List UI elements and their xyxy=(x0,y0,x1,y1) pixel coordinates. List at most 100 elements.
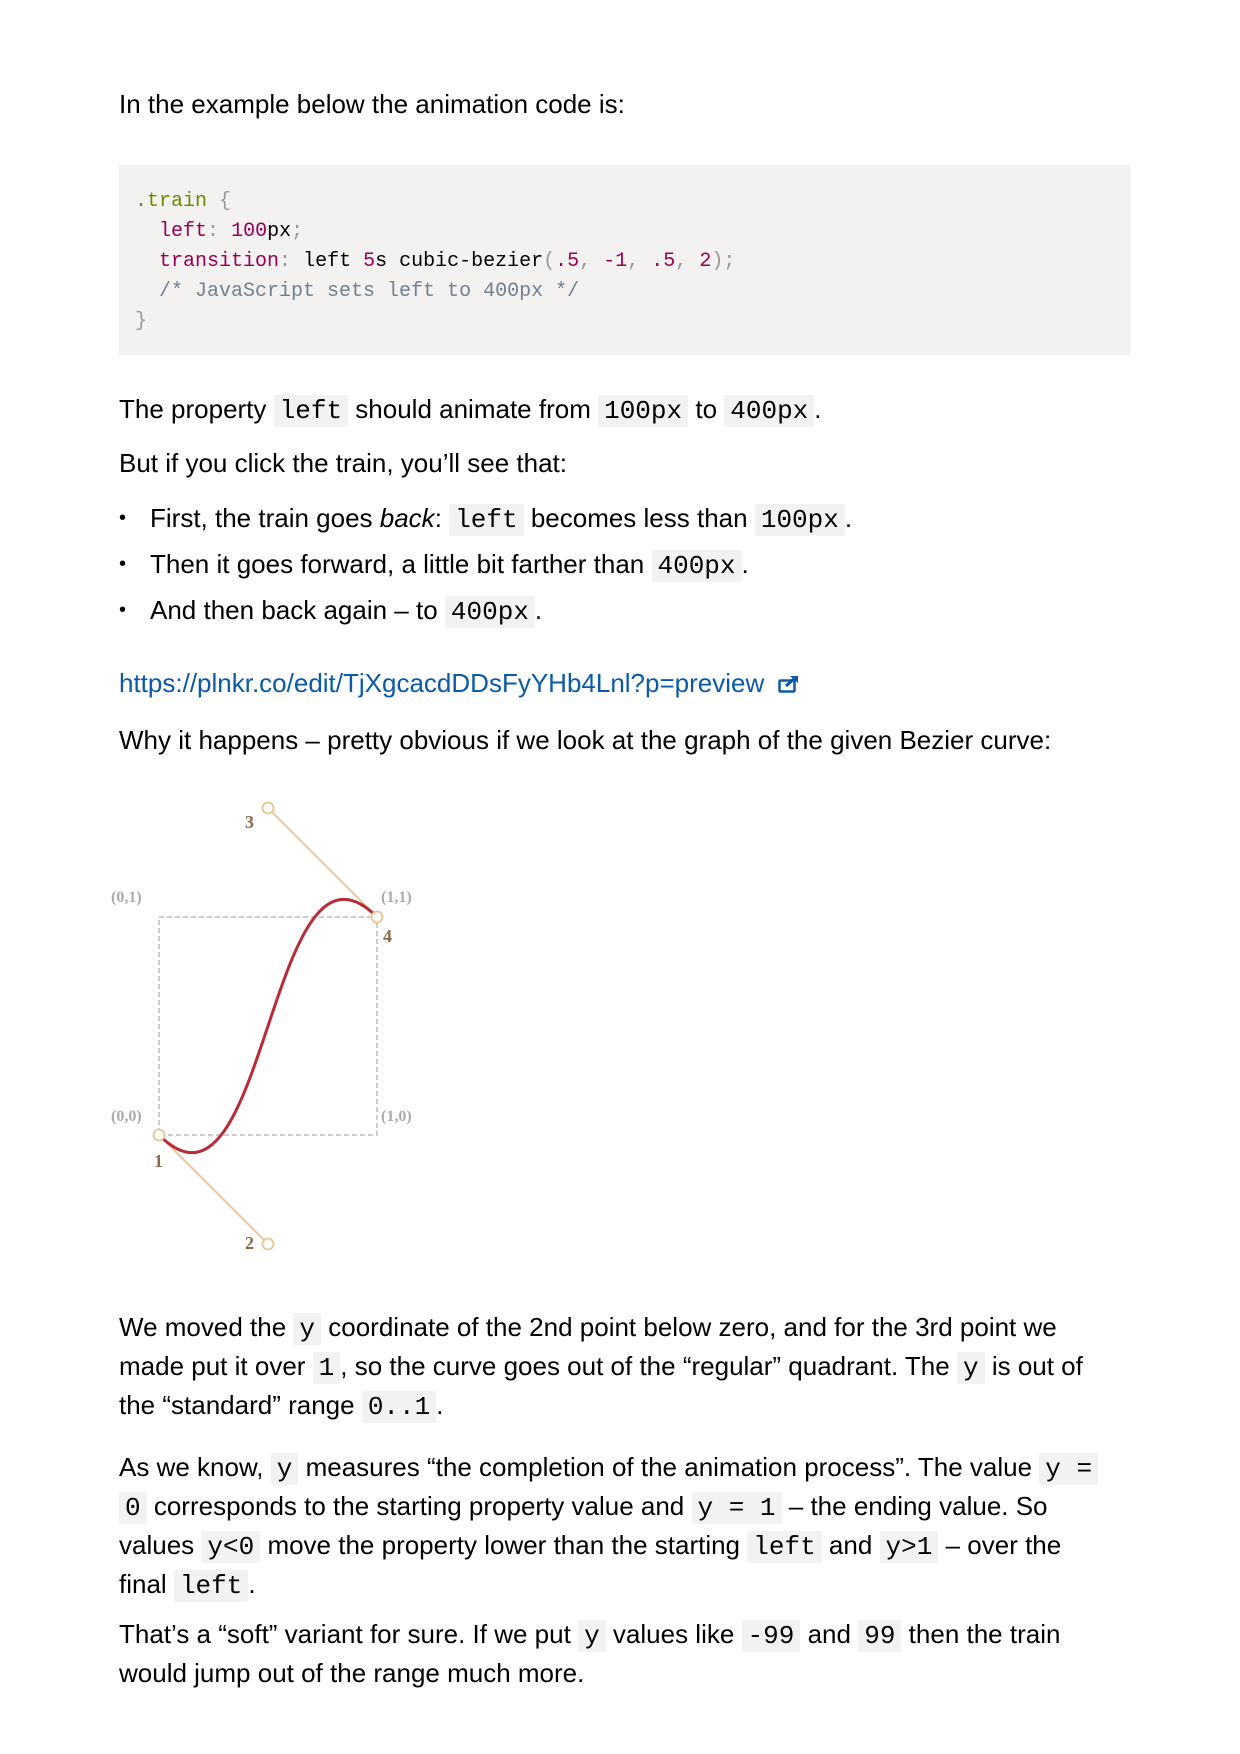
point-label-1: 1 xyxy=(154,1151,163,1171)
code-number: .5 xyxy=(555,250,580,273)
inline-code: left xyxy=(273,395,349,427)
paragraph-click: But if you click the train, you’ll see t… xyxy=(119,448,567,478)
code-number: 100 xyxy=(231,220,268,243)
text-line: final left. xyxy=(119,1566,1131,1605)
code-number: 5 xyxy=(363,250,376,273)
text: and xyxy=(828,1530,873,1560)
inline-code: y xyxy=(956,1352,985,1384)
inline-code: left xyxy=(173,1570,249,1602)
text-line: That’s a “soft” variant for sure. If we … xyxy=(119,1616,1131,1655)
text-line: made put it over 1, so the curve goes ou… xyxy=(119,1348,1131,1387)
text-line: the “standard” range 0..1. xyxy=(119,1387,1131,1426)
text: First, the train goes xyxy=(150,503,380,533)
bullet-list: • First, the train goes back: left becom… xyxy=(119,500,852,638)
text: That’s a “soft” variant for sure. If we … xyxy=(119,1619,571,1649)
paragraph-why: Why it happens – pretty obvious if we lo… xyxy=(119,725,1052,755)
text: and xyxy=(807,1619,851,1649)
control-point-4[interactable] xyxy=(370,910,384,924)
code-number: .5 xyxy=(651,250,676,273)
inline-code: 400px xyxy=(444,596,535,628)
code-comma: , xyxy=(627,250,640,273)
unit-square xyxy=(158,916,378,1136)
bullet-icon: • xyxy=(119,599,127,621)
list-item: • Then it goes forward, a little bit far… xyxy=(119,546,852,583)
paragraph-property: The property left should animate from 10… xyxy=(119,391,822,430)
external-link-icon[interactable] xyxy=(777,667,800,704)
bullet-icon: • xyxy=(119,553,127,575)
inline-code: y xyxy=(293,1313,322,1345)
inline-code: y<0 xyxy=(201,1531,261,1563)
text: , so the curve goes out of the “regular”… xyxy=(340,1351,950,1381)
inline-code: 100px xyxy=(598,395,689,427)
text: made put it over xyxy=(119,1351,306,1381)
text: We moved the xyxy=(119,1312,287,1342)
control-point-3[interactable] xyxy=(261,801,275,815)
paragraph-soft: That’s a “soft” variant for sure. If we … xyxy=(119,1616,1131,1692)
text-line: would jump out of the range much more. xyxy=(119,1658,585,1688)
text: final xyxy=(119,1569,167,1599)
text: the “standard” range xyxy=(119,1390,355,1420)
code-number: -1 xyxy=(603,250,628,273)
inline-code: y = xyxy=(1039,1453,1099,1485)
inline-code: -99 xyxy=(741,1620,801,1652)
inline-code: 100px xyxy=(754,504,845,536)
paragraph-moved: We moved the y coordinate of the 2nd poi… xyxy=(119,1309,1131,1426)
text-line: As we know, y measures “the completion o… xyxy=(119,1449,1131,1488)
bezier-diagram: (0,1) (1,1) (0,0) (1,0) 1 2 3 4 xyxy=(111,801,412,1253)
text: . xyxy=(436,1390,444,1420)
text: values xyxy=(119,1530,195,1560)
paragraph-as-we-know: As we know, y measures “the completion o… xyxy=(119,1449,1131,1605)
code-block: .train { left: 100px; transition: left 5… xyxy=(119,165,1131,355)
text-line: values y<0 move the property lower than … xyxy=(119,1527,1131,1566)
text: The property xyxy=(119,394,267,424)
code-text: s cubic-bezier xyxy=(375,250,544,273)
text: coordinate of the 2nd point below zero, … xyxy=(328,1312,1057,1342)
code-prop-left: left xyxy=(159,220,208,243)
inline-code: y = 1 xyxy=(691,1492,782,1524)
code-text: left xyxy=(303,250,352,273)
inline-code: left xyxy=(449,504,524,536)
text: . xyxy=(248,1569,256,1599)
bullet-icon: • xyxy=(119,507,127,529)
text: should animate from xyxy=(355,394,591,424)
list-item: • First, the train goes back: left becom… xyxy=(119,500,852,537)
text: Then it goes forward, a little bit farth… xyxy=(150,549,645,579)
text: move the property lower than the startin… xyxy=(267,1530,741,1560)
text: measures “the completion of the animatio… xyxy=(305,1452,1033,1482)
emphasis: back xyxy=(379,503,435,533)
bezier-curve xyxy=(157,897,379,1155)
text: As we know, xyxy=(119,1452,264,1482)
point-label-3: 3 xyxy=(245,812,254,832)
label-top-left: (0,1) xyxy=(111,889,142,906)
text-line: 0 corresponds to the starting property v… xyxy=(119,1488,1131,1527)
inline-code: 1 xyxy=(312,1352,341,1384)
text: corresponds to the starting property val… xyxy=(153,1491,685,1521)
inline-code: y xyxy=(270,1453,299,1485)
text: is out of xyxy=(991,1351,1083,1381)
inline-code: 99 xyxy=(858,1620,902,1652)
text: values like xyxy=(612,1619,735,1649)
code-paren-end: ); xyxy=(711,250,736,273)
code-comma: , xyxy=(579,250,592,273)
control-point-2[interactable] xyxy=(261,1237,275,1251)
intro-text: In the example below the animation code … xyxy=(119,89,625,119)
list-item: • And then back again – to 400px. xyxy=(119,592,852,629)
code-close-brace: } xyxy=(135,310,148,333)
code-open-brace: { xyxy=(219,190,232,213)
text: And then back again – to xyxy=(150,595,438,625)
inline-code: left xyxy=(747,1531,822,1563)
code-prop-transition: transition xyxy=(159,250,280,273)
code-paren: ( xyxy=(543,250,556,273)
inline-code: 400px xyxy=(651,550,742,582)
text: then the train xyxy=(908,1619,1061,1649)
point-label-4: 4 xyxy=(383,926,392,946)
text: . xyxy=(534,595,543,625)
point-label-2: 2 xyxy=(245,1233,254,1253)
control-point-1[interactable] xyxy=(152,1128,166,1142)
code-selector: .train xyxy=(135,190,208,213)
inline-code: 0 xyxy=(119,1492,147,1524)
code-colon: : xyxy=(279,250,292,273)
text: : xyxy=(434,503,442,533)
text: – the ending value. So xyxy=(788,1491,1048,1521)
plunker-link[interactable]: https://plnkr.co/edit/TjXgcacdDDsFyYHb4L… xyxy=(119,668,765,698)
